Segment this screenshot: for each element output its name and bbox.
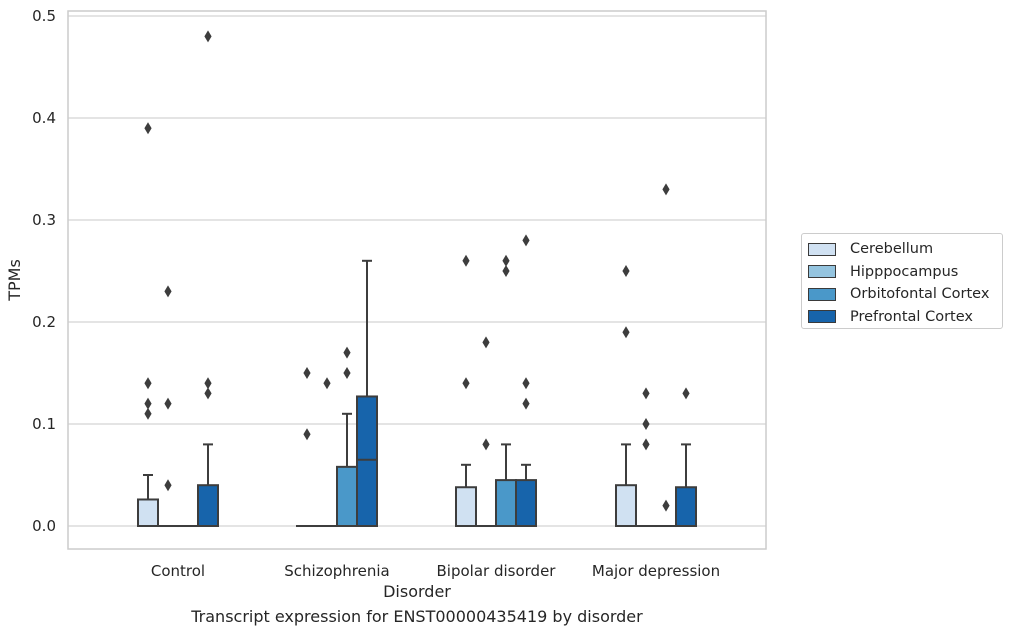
outlier-point [164,285,172,298]
outlier-point [303,367,311,379]
plot-frame [67,10,767,550]
outlier-point [164,397,172,410]
legend-label: Cerebellum [850,241,934,258]
box-orbitofontal-cortex [336,412,358,527]
box-body [356,395,378,527]
outlier-point [144,407,152,420]
outlier-point [204,30,212,43]
box-body [675,486,697,527]
box-body [336,465,358,527]
y-axis-label: TPMs [5,259,24,302]
outlier-point [323,377,331,390]
outlier-point [622,265,630,277]
x-tick-label: Control [151,562,205,580]
y-tick-label: 0.0 [32,517,56,535]
outlier-point [662,183,670,196]
box-body [515,479,537,528]
legend-item: Prefrontal Cortex [808,306,1002,329]
outlier-point [522,377,530,390]
box-prefrontal-cortex [356,259,378,527]
legend-label: Orbitofontal Cortex [850,286,990,303]
outlier-point [502,265,510,277]
box-prefrontal-cortex [515,463,537,528]
outlier-point [682,387,690,400]
box-body [495,479,517,528]
legend-item: Orbitofontal Cortex [808,283,1002,306]
box-body [197,484,219,528]
x-tick-labels: Control Schizophrenia Bipolar disorder Majo… [151,562,720,580]
legend-item: Cerebellum [808,238,1002,261]
outlier-point [482,438,490,451]
y-tick-labels: 0.0 0.1 0.2 0.3 0.4 0.5 [32,7,56,535]
x-tick-label: Major depression [592,562,720,580]
outlier-point [462,377,470,390]
y-tick-label: 0.4 [32,109,56,127]
outlier-point [204,377,212,390]
outlier-point [642,438,650,451]
legend-label: Prefrontal Cortex [850,308,973,325]
outlier-point [642,387,650,400]
y-tick-label: 0.3 [32,211,56,229]
outlier-point [343,346,351,359]
box-body [615,484,637,528]
box-cerebellum [615,443,637,528]
outlier-point [164,479,172,492]
box-prefrontal-cortex [197,443,219,528]
outlier-point [144,397,152,410]
y-tick-label: 0.1 [32,415,56,433]
box-body [137,498,159,528]
legend-swatch [808,242,836,256]
outlier-point [622,326,630,339]
legend-item: Hipppocampus [808,261,1002,284]
x-tick-label: Bipolar disorder [437,562,557,580]
box-series [137,259,697,528]
outlier-point [343,367,351,379]
box-prefrontal-cortex [675,443,697,527]
x-axis-label: Disorder [383,582,451,601]
outlier-point [204,387,212,400]
legend-swatch [808,265,836,279]
outlier-point [462,254,470,267]
outlier-point [522,397,530,410]
legend-swatch [808,287,836,301]
legend: Cerebellum Hipppocampus Orbitofontal Corte… [801,233,1003,329]
outlier-point [642,418,650,430]
box-orbitofontal-cortex [495,443,517,528]
y-tick-label: 0.5 [32,7,56,25]
box-cerebellum [455,463,477,527]
x-tick-label: Schizophrenia [284,562,389,580]
outlier-points [144,30,690,512]
outlier-point [144,377,152,390]
outlier-point [502,254,510,267]
outlier-point [522,234,530,247]
gridlines [68,15,766,527]
chart-caption: Transcript expression for ENST0000043541… [191,607,643,626]
outlier-point [144,122,152,135]
y-tick-label: 0.2 [32,313,56,331]
outlier-point [482,336,490,349]
outlier-point [303,428,311,441]
outlier-point [662,499,670,512]
box-body [455,486,477,527]
legend-swatch [808,310,836,324]
box-cerebellum [137,474,159,528]
legend-label: Hipppocampus [850,263,959,280]
